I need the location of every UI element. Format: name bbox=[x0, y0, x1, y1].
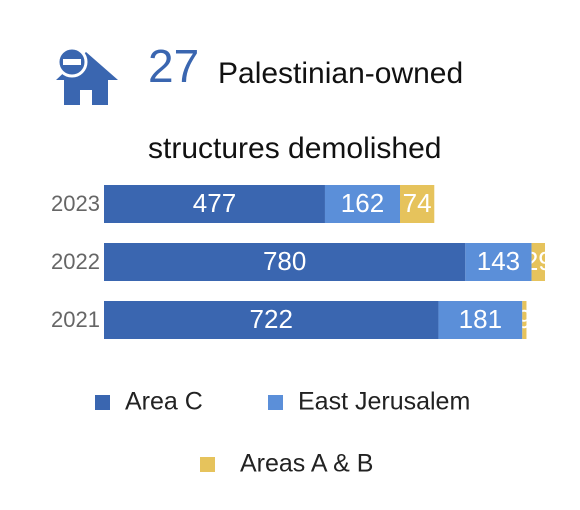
bar-segment bbox=[104, 301, 439, 339]
value-label: 780 bbox=[263, 246, 306, 276]
bar-segment bbox=[531, 243, 545, 281]
y-tick-label: 2023 bbox=[51, 191, 100, 216]
title-line2: structures demolished bbox=[148, 132, 441, 165]
value-label: 477 bbox=[193, 188, 236, 218]
value-label: 722 bbox=[250, 304, 293, 334]
value-label: 143 bbox=[477, 246, 520, 276]
house-icon bbox=[56, 46, 118, 105]
bar-segment bbox=[438, 301, 523, 339]
bar-segment bbox=[522, 301, 527, 339]
bar-segment bbox=[400, 185, 435, 223]
bar-segment bbox=[104, 185, 325, 223]
title-number: 27 bbox=[148, 40, 199, 92]
value-label: 181 bbox=[459, 304, 502, 334]
legend-swatch bbox=[95, 395, 110, 410]
legend-swatch bbox=[200, 457, 215, 472]
value-label: 9 bbox=[517, 304, 531, 334]
legend-label: Area C bbox=[125, 388, 203, 416]
bar-segment bbox=[465, 243, 532, 281]
bar-segment bbox=[104, 243, 466, 281]
legend-label: Areas A & B bbox=[240, 450, 373, 478]
value-label: 162 bbox=[341, 188, 384, 218]
bar-segment bbox=[324, 185, 401, 223]
legend-swatch bbox=[268, 395, 283, 410]
value-label: 74 bbox=[403, 188, 432, 218]
y-tick-label: 2022 bbox=[51, 249, 100, 274]
value-label: 29 bbox=[524, 246, 553, 276]
title-line1: Palestinian-owned bbox=[218, 57, 463, 90]
legend-label: East Jerusalem bbox=[298, 388, 470, 416]
y-tick-label: 2021 bbox=[51, 307, 100, 332]
